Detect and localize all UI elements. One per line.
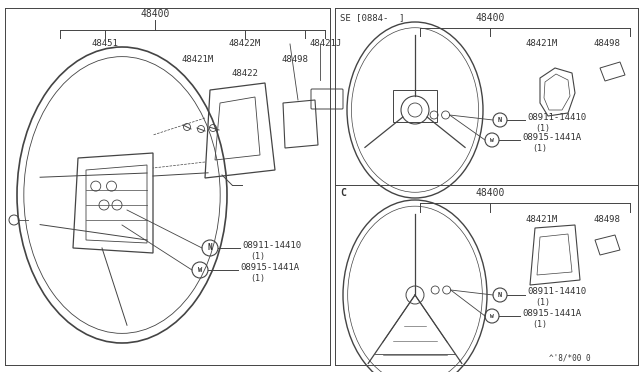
Text: W: W: [198, 267, 202, 273]
Text: 48421M: 48421M: [525, 215, 557, 224]
Text: (1): (1): [250, 273, 266, 282]
Text: SE [0884-  ]: SE [0884- ]: [340, 13, 404, 22]
Text: 48400: 48400: [476, 188, 505, 198]
Text: 08911-14410: 08911-14410: [527, 288, 586, 296]
Text: 48400: 48400: [140, 9, 170, 19]
Text: N: N: [498, 117, 502, 123]
Text: 08915-1441A: 08915-1441A: [522, 308, 581, 317]
Text: (1): (1): [532, 320, 547, 328]
Text: W: W: [490, 138, 494, 142]
Text: N: N: [208, 244, 212, 253]
Text: 48421J: 48421J: [310, 39, 342, 48]
Text: 48421M: 48421M: [182, 55, 214, 64]
Text: (1): (1): [536, 298, 550, 308]
Text: 08911-14410: 08911-14410: [242, 241, 301, 250]
Text: 08911-14410: 08911-14410: [527, 112, 586, 122]
Text: 48498: 48498: [593, 39, 620, 48]
Text: 08915-1441A: 08915-1441A: [240, 263, 299, 272]
Text: (1): (1): [532, 144, 547, 153]
Text: 48400: 48400: [476, 13, 505, 23]
Text: 48498: 48498: [282, 55, 309, 64]
Text: 48422M: 48422M: [229, 39, 261, 48]
Text: 48451: 48451: [92, 39, 118, 48]
Text: 48422: 48422: [232, 68, 259, 77]
Text: ^'8/*00 0: ^'8/*00 0: [549, 353, 591, 362]
Text: (1): (1): [536, 124, 550, 132]
Text: 08915-1441A: 08915-1441A: [522, 132, 581, 141]
Text: W: W: [490, 314, 494, 318]
Text: (1): (1): [250, 251, 266, 260]
Text: 48498: 48498: [593, 215, 620, 224]
Text: 48421M: 48421M: [525, 39, 557, 48]
Text: N: N: [498, 292, 502, 298]
Text: C: C: [340, 188, 346, 198]
